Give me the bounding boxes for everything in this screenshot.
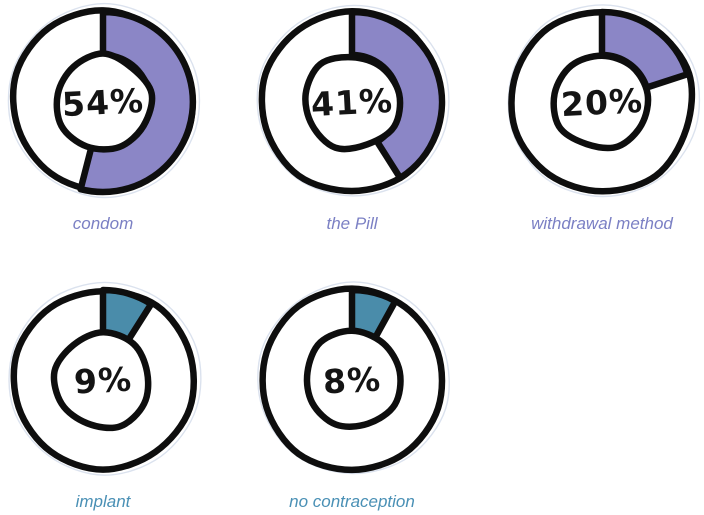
donut-svg: 54% xyxy=(7,2,201,199)
percent-label: 41% xyxy=(310,81,394,124)
percent-label: 54% xyxy=(61,81,145,124)
donut-chart-no-contraception: 8% no contraception xyxy=(252,280,452,512)
donut-hole xyxy=(303,327,404,430)
halo-circle xyxy=(256,4,450,197)
donut-chart-the-pill: 41% the Pill xyxy=(252,2,452,234)
chart-caption: condom xyxy=(72,214,134,233)
donut-svg: 9% xyxy=(8,281,202,476)
donut-chart-condom: 54% condom xyxy=(3,2,203,234)
halo-circle xyxy=(257,281,450,475)
donut-hole xyxy=(53,50,156,153)
halo-circle xyxy=(507,4,701,198)
donut-svg: 41% xyxy=(256,4,450,197)
percent-label: 9% xyxy=(73,360,133,402)
chart-caption: implant xyxy=(75,492,131,511)
halo-circle xyxy=(8,281,202,476)
donut-svg: 20% xyxy=(507,4,701,198)
percent-label: 8% xyxy=(322,360,382,402)
donut-chart-implant: 9% implant xyxy=(3,280,203,512)
halo-circle xyxy=(7,2,201,199)
donut-hole xyxy=(302,53,404,153)
donut-svg: 8% xyxy=(257,281,450,475)
donut-chart-withdrawal-method: 20% withdrawal method xyxy=(502,2,702,234)
chart-caption: no contraception xyxy=(289,492,415,511)
percent-label: 20% xyxy=(560,81,644,124)
donut-hole xyxy=(550,52,652,152)
chart-caption: the Pill xyxy=(326,214,378,233)
chart-caption: withdrawal method xyxy=(531,214,673,233)
donut-hole xyxy=(50,328,152,432)
